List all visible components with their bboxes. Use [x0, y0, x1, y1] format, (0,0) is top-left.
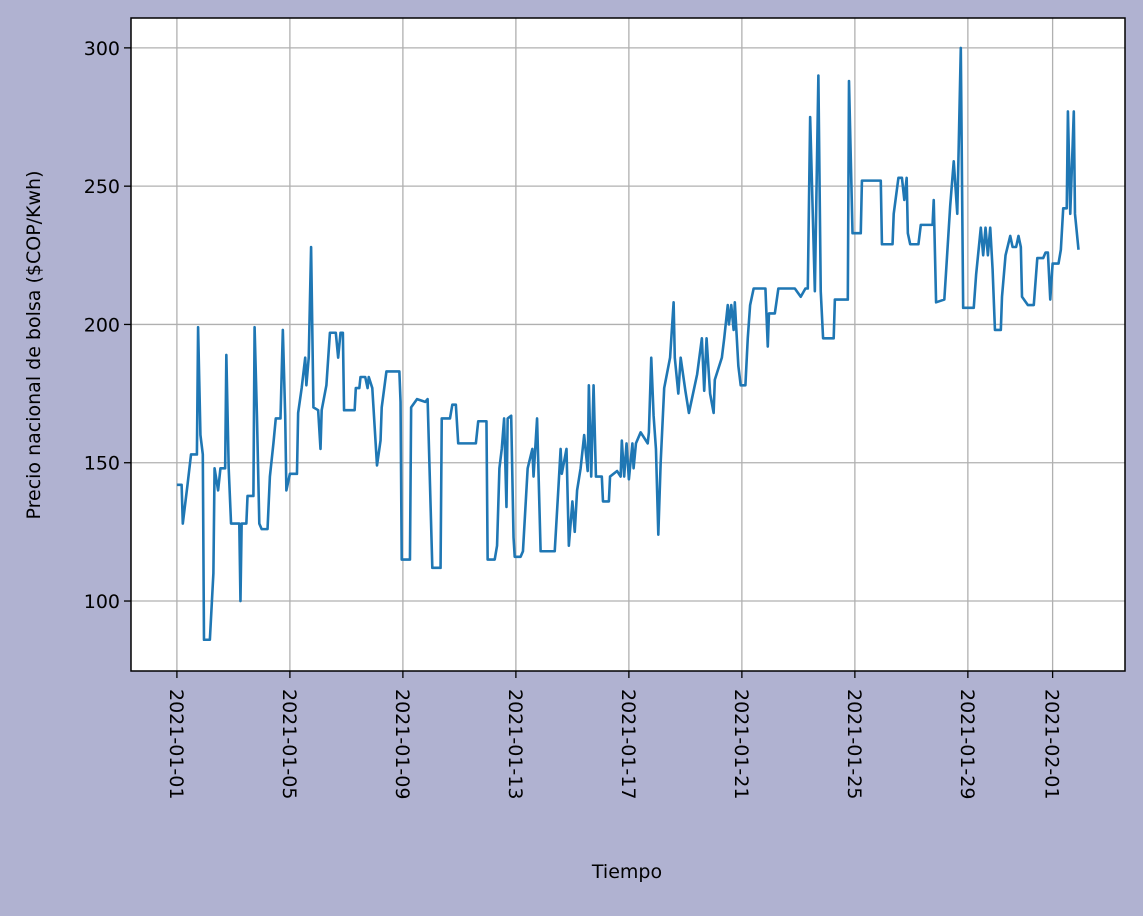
grid [131, 18, 1125, 671]
x-tick-label: 2021-01-25 [843, 689, 865, 799]
x-tick-label: 2021-01-17 [617, 689, 639, 799]
axes-frame [130, 17, 1126, 672]
x-tick-label: 2021-01-13 [504, 689, 526, 799]
plot-area [131, 18, 1125, 671]
plot [176, 46, 1080, 642]
y-axis-label: Precio nacional de bolsa ($COP/Kwh) [23, 170, 45, 519]
y-tick-label: 200 [84, 314, 120, 336]
line-series [176, 46, 1080, 642]
y-tick-label: 250 [84, 176, 120, 198]
x-tick-label: 2021-01-01 [165, 689, 187, 799]
x-tick-label: 2021-02-01 [1041, 689, 1063, 799]
y-tick-label: 300 [84, 38, 120, 60]
x-axis-label: Tiempo [591, 861, 662, 883]
x-tick-label: 2021-01-05 [278, 689, 300, 799]
ticks: 100 150 200 250 300 2021-01-01 2021-01-05 2021-… [84, 38, 1063, 800]
y-tick-label: 100 [84, 591, 120, 613]
x-tick-label: 2021-01-29 [956, 689, 978, 799]
x-tick-label: 2021-01-09 [391, 689, 413, 799]
y-tick-label: 150 [84, 453, 120, 475]
x-tick-label: 2021-01-21 [730, 689, 752, 799]
